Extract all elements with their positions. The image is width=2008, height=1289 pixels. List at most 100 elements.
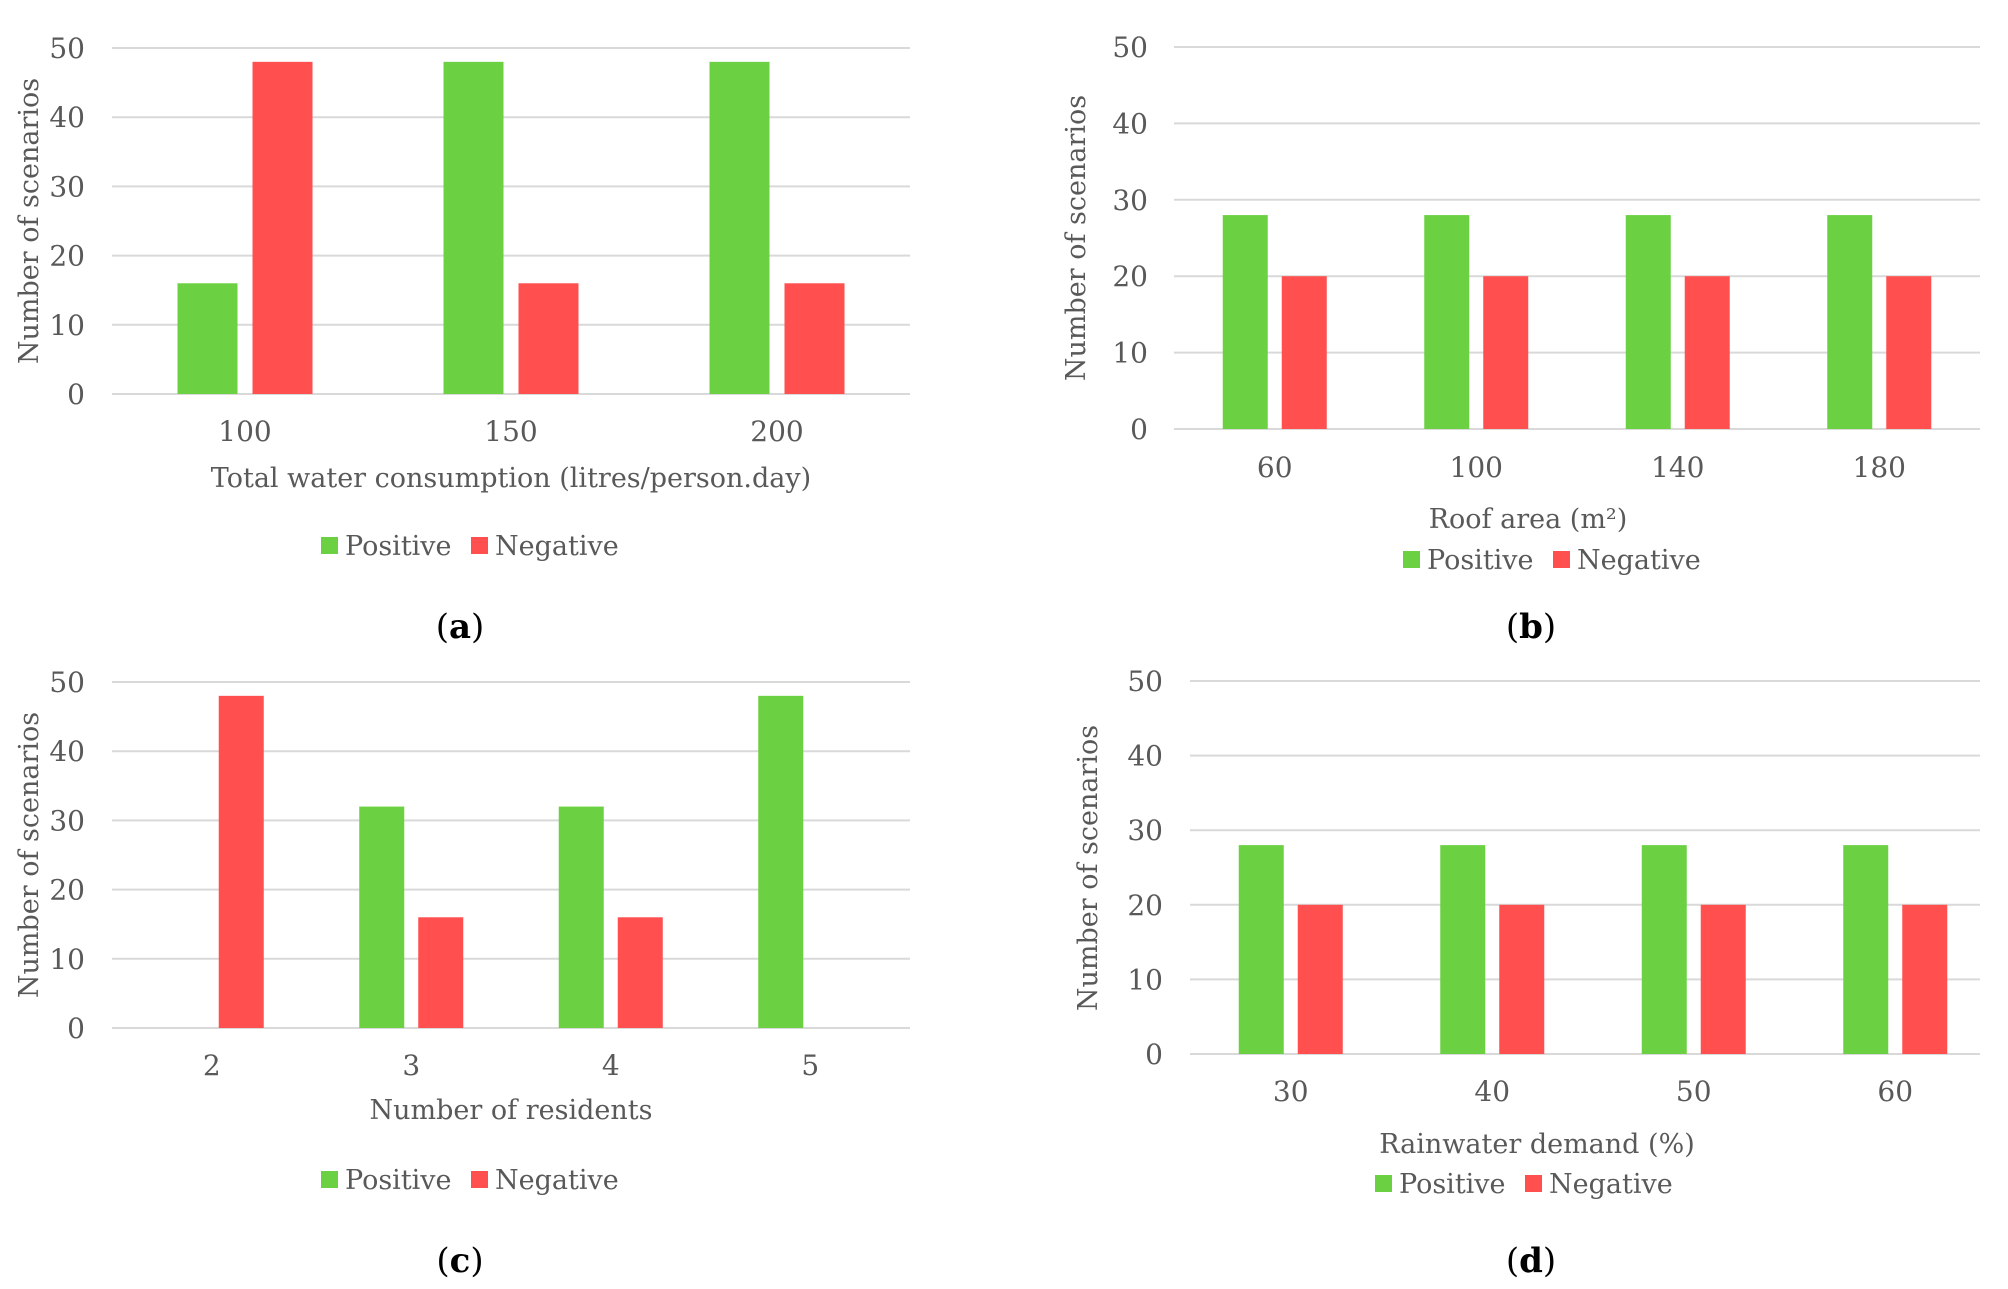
y-tick-label: 10 — [49, 943, 85, 976]
y-tick-label: 10 — [1127, 963, 1163, 996]
panel-label: (a) — [436, 607, 485, 647]
legend-label-positive: Positive — [1427, 545, 1534, 576]
legend-swatch-positive — [1403, 551, 1420, 568]
panel-label-close-paren: ) — [1543, 607, 1556, 647]
legend: Positive Negative — [1375, 1169, 1673, 1200]
bar-negative-200 — [784, 283, 845, 394]
panel-label-close-paren: ) — [471, 607, 484, 647]
panel-label-open-paren: ( — [436, 607, 449, 647]
bar-positive-40 — [1440, 845, 1486, 1054]
legend: Positive Negative — [321, 1165, 619, 1196]
bar-negative-60 — [1281, 276, 1327, 429]
bar-negative-3 — [418, 917, 464, 1028]
bar-negative-180 — [1886, 276, 1932, 429]
panel-label-close-paren: ) — [470, 1241, 483, 1281]
bar-positive-5 — [758, 695, 804, 1028]
bar-negative-50 — [1700, 904, 1746, 1054]
bar-positive-60 — [1843, 845, 1889, 1054]
y-tick-label: 0 — [67, 1012, 85, 1045]
panel-label-open-paren: ( — [1506, 607, 1519, 647]
x-tick-label: 2 — [203, 1049, 221, 1082]
bar-negative-60 — [1902, 904, 1948, 1054]
y-axis-title: Number of scenarios — [14, 78, 45, 364]
legend-label-negative: Negative — [495, 1165, 619, 1196]
panel-label: (d) — [1506, 1241, 1556, 1281]
x-tick-label: 30 — [1273, 1075, 1309, 1108]
bar-negative-150 — [518, 283, 579, 394]
x-tick-label: 150 — [484, 415, 537, 448]
legend-swatch-negative — [1525, 1175, 1542, 1192]
y-tick-label: 50 — [1112, 31, 1148, 64]
legend-label-positive: Positive — [345, 531, 452, 562]
y-axis-title: Number of scenarios — [14, 712, 45, 998]
legend-swatch-negative — [1553, 551, 1570, 568]
y-tick-label: 20 — [49, 240, 85, 273]
y-tick-label: 40 — [1112, 107, 1148, 140]
y-tick-label: 40 — [49, 101, 85, 134]
bar-negative-30 — [1297, 904, 1343, 1054]
panel-label-open-paren: ( — [436, 1241, 449, 1281]
bar-positive-180 — [1827, 215, 1873, 429]
panel-label: (c) — [436, 1241, 483, 1281]
legend-label-positive: Positive — [1399, 1169, 1506, 1200]
panel-label-letter: c — [450, 1241, 471, 1281]
y-tick-label: 10 — [1112, 337, 1148, 370]
x-tick-label: 100 — [218, 415, 271, 448]
bar-positive-200 — [709, 61, 770, 395]
y-tick-label: 0 — [1145, 1038, 1163, 1071]
x-tick-label: 5 — [801, 1049, 819, 1082]
bar-positive-100 — [1424, 215, 1470, 429]
legend: Positive Negative — [1403, 545, 1701, 576]
bar-negative-100 — [252, 61, 313, 395]
legend-label-negative: Negative — [1549, 1169, 1673, 1200]
y-tick-label: 40 — [1127, 740, 1163, 773]
x-tick-label: 3 — [402, 1049, 420, 1082]
chart-panel-d: 0 10 20 30 40 50 30 40 50 60 Rainwater demand (%) N… — [1073, 665, 1980, 1281]
bar-positive-4 — [558, 806, 604, 1028]
bar-positive-100 — [177, 283, 238, 394]
y-tick-label: 20 — [49, 874, 85, 907]
legend-swatch-positive — [1375, 1175, 1392, 1192]
x-axis-title: Number of residents — [370, 1095, 653, 1126]
bar-positive-50 — [1641, 845, 1687, 1054]
panel-label-close-paren: ) — [1543, 1241, 1556, 1281]
panel-label-letter: b — [1519, 607, 1543, 647]
chart-panel-b: 0 10 20 30 40 50 60 100 140 180 Roof area (m²) Numb… — [1061, 31, 1980, 647]
legend-swatch-negative — [471, 537, 488, 554]
y-tick-label: 30 — [1127, 814, 1163, 847]
y-tick-label: 0 — [67, 378, 85, 411]
panel-label-open-paren: ( — [1506, 1241, 1519, 1281]
x-tick-label: 100 — [1450, 451, 1503, 484]
legend-label-negative: Negative — [495, 531, 619, 562]
bar-negative-4 — [617, 917, 663, 1028]
y-tick-label: 50 — [49, 32, 85, 65]
legend-swatch-negative — [471, 1171, 488, 1188]
y-tick-label: 30 — [1112, 184, 1148, 217]
x-axis-title: Rainwater demand (%) — [1379, 1129, 1695, 1160]
bar-positive-140 — [1625, 215, 1671, 429]
x-tick-label: 200 — [750, 415, 803, 448]
y-axis-title: Number of scenarios — [1061, 95, 1092, 381]
bar-positive-60 — [1222, 215, 1268, 429]
panel-label: (b) — [1506, 607, 1556, 647]
legend-swatch-positive — [321, 537, 338, 554]
x-tick-label: 180 — [1853, 451, 1906, 484]
legend: Positive Negative — [321, 531, 619, 562]
x-tick-label: 60 — [1877, 1075, 1913, 1108]
x-tick-label: 140 — [1651, 451, 1704, 484]
y-tick-label: 10 — [49, 309, 85, 342]
x-tick-label: 4 — [602, 1049, 620, 1082]
bar-positive-30 — [1238, 845, 1284, 1054]
bar-positive-3 — [359, 806, 405, 1028]
y-tick-label: 30 — [49, 804, 85, 837]
x-axis-title: Total water consumption (litres/person.d… — [211, 463, 811, 494]
panel-label-letter: a — [449, 607, 471, 647]
bar-negative-2 — [218, 695, 264, 1028]
bar-negative-40 — [1499, 904, 1545, 1054]
panel-label-letter: d — [1519, 1241, 1543, 1281]
bar-positive-150 — [443, 61, 504, 395]
bar-negative-100 — [1483, 276, 1529, 429]
x-tick-label: 60 — [1257, 451, 1293, 484]
y-tick-label: 50 — [1127, 665, 1163, 698]
